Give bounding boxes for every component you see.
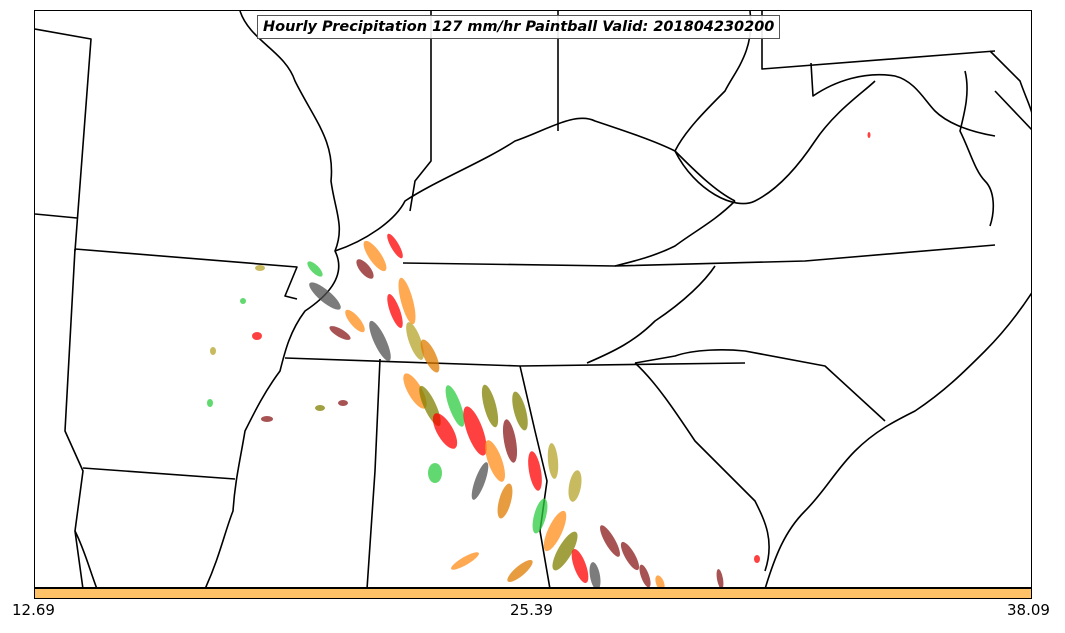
paintball-blob <box>589 562 601 587</box>
paintball-blob <box>507 560 533 582</box>
state-border-georgia-sc <box>634 362 770 572</box>
paintball-blob <box>369 320 391 362</box>
state-border-mississippi-alabama <box>366 358 381 587</box>
colorbar-tick-min: 12.69 <box>12 601 55 619</box>
paintball-blob <box>639 564 651 587</box>
paintball-blob <box>398 277 416 325</box>
ohio-river <box>334 117 736 252</box>
paintball-blob <box>252 332 262 340</box>
paintball-blob <box>445 385 465 427</box>
state-border-arkansas-west <box>64 248 84 587</box>
paintball-blob <box>463 406 487 456</box>
paintball-blob <box>345 309 365 333</box>
paintball-blob <box>420 339 440 373</box>
paintball-blob <box>309 282 341 310</box>
paintball-blob <box>502 419 518 463</box>
paintball-blob <box>207 399 213 407</box>
state-border-alabama-georgia <box>519 365 551 587</box>
paintball-blob <box>867 132 871 138</box>
paintball-blob <box>307 261 323 277</box>
paintball-blob <box>403 373 427 409</box>
state-border-kansas-missouri <box>35 213 78 219</box>
paintball-blob <box>387 293 403 329</box>
paintball-blob <box>451 552 479 570</box>
paintball-blob <box>497 483 513 519</box>
paintball-blob <box>600 525 620 557</box>
state-border-north-carolina <box>586 265 716 364</box>
paintball-blob <box>532 498 548 534</box>
state-border-illinois-indiana <box>409 11 432 212</box>
paintball-blob <box>528 451 542 491</box>
paintball-blob <box>716 569 724 587</box>
state-border-missouri-west <box>35 28 92 252</box>
paintball-blob <box>568 470 582 502</box>
state-border-tennessee-south <box>284 357 746 367</box>
paintball-blob <box>485 440 505 482</box>
paintball-blob <box>261 416 273 422</box>
delmarva <box>994 90 1031 131</box>
state-borders <box>35 11 1031 587</box>
state-border-missouri-arkansas <box>74 248 298 300</box>
state-border-pennsylvania <box>761 11 996 70</box>
paintball-blob <box>255 265 265 271</box>
colorbar <box>34 588 1032 599</box>
state-border-nc-sc <box>634 349 886 422</box>
paintball-blob <box>363 240 387 272</box>
paintball-blob <box>512 391 528 431</box>
map-canvas <box>35 11 1031 587</box>
paintball-blob <box>240 298 246 304</box>
paintball-blob <box>210 347 216 355</box>
paintball-blob <box>406 322 424 360</box>
paintball-blob <box>428 463 442 483</box>
paintball-blob <box>754 555 760 563</box>
chesapeake-bay <box>959 70 995 227</box>
map-title: Hourly Precipitation 127 mm/hr Paintball… <box>257 15 781 39</box>
state-border-virginia-kentucky <box>614 200 736 267</box>
paintball-blob <box>552 531 578 571</box>
paintball-blob <box>547 443 559 479</box>
paintball-blob <box>329 326 351 340</box>
colorbar-tick-max: 38.09 <box>1007 601 1050 619</box>
state-border-ohio-pennsylvania <box>674 11 752 152</box>
paintball-blob <box>387 233 403 259</box>
paintball-blob <box>315 405 325 411</box>
state-border-arkansas-louisiana <box>82 467 236 480</box>
paintball-blob <box>338 400 348 406</box>
map-panel <box>34 10 1032 588</box>
mississippi-river-south <box>74 530 98 587</box>
paintball-blob <box>481 384 499 428</box>
mississippi-river <box>205 11 341 587</box>
paintball-blob <box>571 548 589 584</box>
state-border-west-virginia <box>674 80 876 205</box>
precipitation-paintballs <box>207 132 871 587</box>
paintball-blob <box>432 413 458 449</box>
paintball-blob <box>356 259 374 279</box>
paintball-blob <box>620 541 640 571</box>
paintball-blob <box>543 510 567 552</box>
delaware-coast <box>989 50 1031 113</box>
atlantic-coast <box>764 292 1031 587</box>
colorbar-tick-mid: 25.39 <box>510 601 553 619</box>
state-border-kentucky-tennessee <box>402 244 996 267</box>
paintball-blob <box>655 575 665 587</box>
paintball-blob <box>471 462 489 500</box>
state-border-maryland <box>810 62 996 137</box>
